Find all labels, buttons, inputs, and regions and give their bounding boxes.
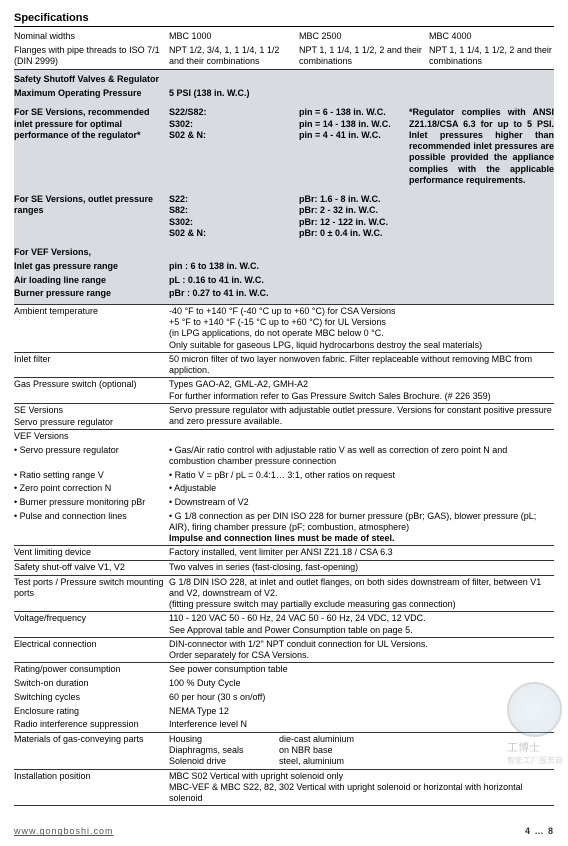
model-3: MBC 4000 [429, 31, 554, 43]
switchon-label: Switch-on duration [14, 678, 169, 690]
model-2: MBC 2500 [299, 31, 429, 43]
nominal-widths-label: Nominal widths [14, 31, 169, 43]
flanges-v3: NPT 1, 1 1/4, 1 1/2, 2 and their combina… [429, 45, 554, 68]
gas-switch-l1: Types GAO-A2, GML-A2, GMH-A2 [169, 379, 554, 390]
regulator-note: *Regulator complies with ANSI Z21.18/CSA… [409, 107, 554, 186]
gas-switch-l2: For further information refer to Gas Pre… [169, 391, 554, 402]
ambient-l1: -40 °F to +140 °F (-40 °C up to +60 °C) … [169, 306, 554, 317]
ambient-l4: Only suitable for gaseous LPG, liquid hy… [169, 340, 554, 351]
voltage-l1: 110 - 120 VAC 50 - 60 Hz, 24 VAC 50 - 60… [169, 613, 554, 624]
vef-b3v: • Adjustable [169, 483, 554, 495]
vent-value: Factory installed, vent limiter per ANSI… [169, 547, 554, 559]
vef-b1: • Servo pressure regulator [14, 445, 169, 468]
vef-b1v: • Gas/Air ratio control with adjustable … [169, 445, 554, 468]
model-1: MBC 1000 [169, 31, 299, 43]
safety-valve-label: Safety shut-off valve V1, V2 [14, 562, 169, 574]
ambient-l2: +5 °F to +140 °F (-15 °C up to +60 °C) f… [169, 317, 554, 328]
cycles-value: 60 per hour (30 s on/off) [169, 692, 554, 704]
se-inlet-v1c: pin = 4 - 41 in. W.C. [299, 130, 409, 141]
install-label: Installation position [14, 771, 169, 805]
vef-air-value: pL : 0.16 to 41 in. W.C. [169, 275, 554, 287]
elec-label: Electrical connection [14, 639, 169, 662]
cycles-label: Switching cycles [14, 692, 169, 704]
se-ver-value: Servo pressure regulator with adjustable… [169, 405, 554, 428]
max-op-label: Maximum Operating Pressure [14, 88, 169, 100]
vef-inlet-label: Inlet gas pressure range [14, 261, 169, 273]
se-inlet-label: For SE Versions, recommended inlet press… [14, 107, 169, 186]
install-l2: MBC-VEF & MBC S22, 82, 302 Vertical with… [169, 782, 554, 805]
se-outlet-label: For SE Versions, outlet pressure ranges [14, 194, 169, 239]
se-inlet-c1a: S22/S82: [169, 107, 239, 118]
watermark-title: 工博士 [507, 739, 563, 755]
gas-switch-label: Gas Pressure switch (optional) [14, 379, 169, 402]
watermark-sub: 智能工厂服务商 [507, 755, 563, 766]
vef-b2v: • Ratio V = pBr / pL = 0.4:1… 3:1, other… [169, 470, 554, 482]
se-outlet-v4: pBr: 0 ± 0.4 in. W.C. [299, 228, 409, 239]
mat-r2a: Diaphragms, seals [169, 745, 279, 756]
switchon-value: 100 % Duty Cycle [169, 678, 554, 690]
rating-label: Rating/power consumption [14, 664, 169, 676]
flanges-v2: NPT 1, 1 1/4, 1 1/2, 2 and their combina… [299, 45, 429, 68]
vef-air-label: Air loading line range [14, 275, 169, 287]
elec-l2: Order separately for CSA Versions. [169, 650, 554, 661]
mat-r2b: on NBR base [279, 745, 333, 755]
vef-ver-label: VEF Versions [14, 431, 169, 443]
enclosure-value: NEMA Type 12 [169, 706, 554, 718]
se-inlet-c1c: S02 & N: [169, 130, 239, 141]
vef-b5v: • G 1/8 connection as per DIN ISO 228 fo… [169, 511, 536, 532]
se-outlet-c1: S22: [169, 194, 239, 205]
mat-r1b: die-cast aluminium [279, 734, 354, 744]
se-outlet-c2: S82: [169, 205, 239, 216]
mat-r3b: steel, aluminium [279, 756, 344, 766]
elec-l1: DIN-connector with 1/2" NPT conduit conn… [169, 639, 554, 650]
se-inlet-c1b: S302: [169, 119, 239, 130]
test-ports-l2: (fitting pressure switch may partially e… [169, 599, 554, 610]
se-ver-sub: Servo pressure regulator [14, 417, 165, 429]
install-l1: MBC S02 Vertical with upright solenoid o… [169, 771, 554, 782]
radio-value: Interference level N [169, 719, 554, 731]
voltage-l2: See Approval table and Power Consumption… [169, 625, 554, 636]
footer-url: www.gongboshi.com [14, 826, 114, 836]
voltage-label: Voltage/frequency [14, 613, 169, 636]
se-inlet-v1b: pin = 14 - 138 in. W.C. [299, 119, 409, 130]
vef-burner-label: Burner pressure range [14, 288, 169, 300]
vef-header: For VEF Versions, [14, 247, 169, 259]
watermark-icon: 工博士 智能工厂服务商 [507, 682, 563, 766]
mat-r1a: Housing [169, 734, 279, 745]
inlet-filter-value: 50 micron filter of two layer nonwoven f… [169, 354, 554, 377]
se-outlet-c4: S02 & N: [169, 228, 239, 239]
se-outlet-v2: pBr: 2 - 32 in. W.C. [299, 205, 409, 216]
safety-header: Safety Shutoff Valves & Regulator [14, 74, 169, 86]
se-outlet-v3: pBr: 12 - 122 in. W.C. [299, 217, 409, 228]
se-outlet-v1: pBr: 1.6 - 8 in. W.C. [299, 194, 409, 205]
section-title: Specifications [14, 12, 554, 27]
vef-burner-value: pBr : 0.27 to 41 in. W.C. [169, 288, 554, 300]
vef-b4: • Burner pressure monitoring pBr [14, 497, 169, 509]
ambient-label: Ambient temperature [14, 306, 169, 351]
materials-label: Materials of gas-conveying parts [14, 734, 169, 768]
se-outlet-c3: S302: [169, 217, 239, 228]
vent-label: Vent limiting device [14, 547, 169, 559]
se-inlet-v1a: pin = 6 - 138 in. W.C. [299, 107, 409, 118]
inlet-filter-label: Inlet filter [14, 354, 169, 377]
vef-b5bold: Impulse and connection lines must be mad… [169, 533, 395, 543]
vef-b2: • Ratio setting range V [14, 470, 169, 482]
max-op-value: 5 PSI (138 in. W.C.) [169, 88, 554, 100]
enclosure-label: Enclosure rating [14, 706, 169, 718]
vef-b5: • Pulse and connection lines [14, 511, 169, 545]
safety-valve-value: Two valves in series (fast-closing, fast… [169, 562, 554, 574]
vef-inlet-value: pin : 6 to 138 in. W.C. [169, 261, 554, 273]
ambient-l3: (in LPG applications, do not operate MBC… [169, 328, 554, 339]
radio-label: Radio interference suppression [14, 719, 169, 731]
vef-b3: • Zero point correction N [14, 483, 169, 495]
page-number: 4 … 8 [525, 826, 554, 836]
mat-r3a: Solenoid drive [169, 756, 279, 767]
vef-b4v: • Downstream of V2 [169, 497, 554, 509]
flanges-label: Flanges with pipe threads to ISO 7/1 (DI… [14, 45, 169, 68]
se-ver-label: SE Versions [14, 405, 165, 417]
rating-value: See power consumption table [169, 664, 554, 676]
flanges-v1: NPT 1/2, 3/4, 1, 1 1/4, 1 1/2 and their … [169, 45, 299, 68]
test-ports-label: Test ports / Pressure switch mounting po… [14, 577, 169, 611]
test-ports-l1: G 1/8 DIN ISO 228, at inlet and outlet f… [169, 577, 554, 600]
